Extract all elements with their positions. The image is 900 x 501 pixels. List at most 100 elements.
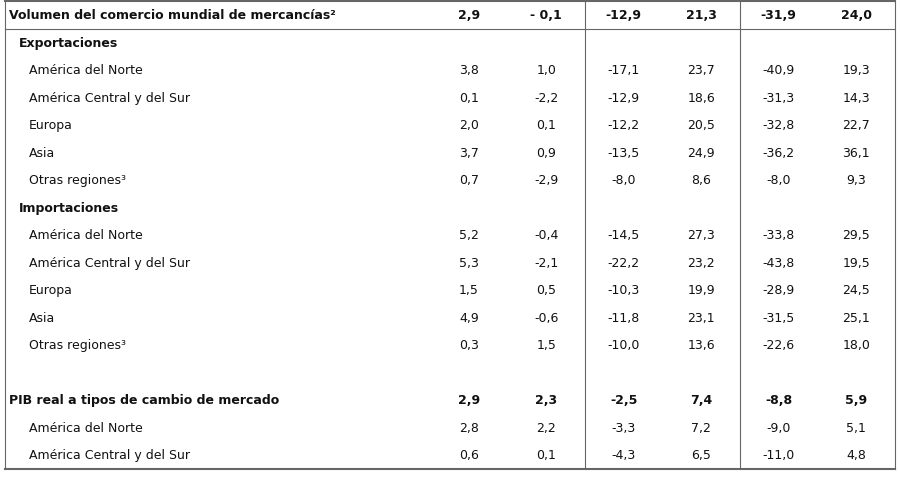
Text: - 0,1: - 0,1	[530, 9, 562, 22]
Text: 4,9: 4,9	[459, 311, 479, 324]
Text: 2,0: 2,0	[459, 119, 479, 132]
Text: -32,8: -32,8	[762, 119, 795, 132]
Text: 5,3: 5,3	[459, 256, 479, 269]
Text: PIB real a tipos de cambio de mercado: PIB real a tipos de cambio de mercado	[9, 393, 279, 406]
Text: 2,3: 2,3	[536, 393, 557, 406]
Text: -11,8: -11,8	[608, 311, 640, 324]
Text: 22,7: 22,7	[842, 119, 870, 132]
Text: -12,9: -12,9	[606, 9, 642, 22]
Text: -0,6: -0,6	[534, 311, 558, 324]
Text: 2,8: 2,8	[459, 421, 479, 434]
Text: 0,7: 0,7	[459, 174, 479, 187]
Text: 7,4: 7,4	[690, 393, 713, 406]
Text: América del Norte: América del Norte	[29, 64, 143, 77]
Text: -12,2: -12,2	[608, 119, 640, 132]
Text: América Central y del Sur: América Central y del Sur	[29, 92, 190, 105]
Text: 2,2: 2,2	[536, 421, 556, 434]
Text: 4,8: 4,8	[846, 448, 866, 461]
Text: Asia: Asia	[29, 311, 55, 324]
Text: 6,5: 6,5	[691, 448, 711, 461]
Text: -14,5: -14,5	[608, 229, 640, 242]
Text: 1,0: 1,0	[536, 64, 556, 77]
Text: 19,3: 19,3	[842, 64, 870, 77]
Text: -2,5: -2,5	[610, 393, 637, 406]
Text: Otras regiones³: Otras regiones³	[29, 339, 126, 352]
Text: Asia: Asia	[29, 146, 55, 159]
Text: 19,5: 19,5	[842, 256, 870, 269]
Text: Volumen del comercio mundial de mercancías²: Volumen del comercio mundial de mercancí…	[9, 9, 336, 22]
Text: Exportaciones: Exportaciones	[19, 37, 118, 50]
Text: 0,1: 0,1	[536, 119, 556, 132]
Text: 19,9: 19,9	[688, 284, 716, 297]
Text: 2,9: 2,9	[458, 9, 480, 22]
Text: América del Norte: América del Norte	[29, 421, 143, 434]
Text: 0,6: 0,6	[459, 448, 479, 461]
Text: -11,0: -11,0	[762, 448, 795, 461]
Text: -2,9: -2,9	[534, 174, 558, 187]
Text: 1,5: 1,5	[459, 284, 479, 297]
Text: 5,2: 5,2	[459, 229, 479, 242]
Text: -43,8: -43,8	[762, 256, 795, 269]
Text: -8,8: -8,8	[765, 393, 792, 406]
Text: 3,8: 3,8	[459, 64, 479, 77]
Text: -10,0: -10,0	[608, 339, 640, 352]
Text: -36,2: -36,2	[762, 146, 795, 159]
Text: 23,7: 23,7	[688, 64, 716, 77]
Text: -12,9: -12,9	[608, 92, 640, 105]
Text: Otras regiones³: Otras regiones³	[29, 174, 126, 187]
Text: América Central y del Sur: América Central y del Sur	[29, 256, 190, 269]
Text: 18,6: 18,6	[688, 92, 716, 105]
Text: 25,1: 25,1	[842, 311, 870, 324]
Text: 36,1: 36,1	[842, 146, 870, 159]
Text: -9,0: -9,0	[767, 421, 791, 434]
Text: 5,1: 5,1	[846, 421, 866, 434]
Text: 9,3: 9,3	[846, 174, 866, 187]
Text: -8,0: -8,0	[611, 174, 636, 187]
Text: -3,3: -3,3	[612, 421, 636, 434]
Text: 24,0: 24,0	[841, 9, 872, 22]
Text: -17,1: -17,1	[608, 64, 640, 77]
Text: 0,1: 0,1	[459, 92, 479, 105]
Text: -31,9: -31,9	[760, 9, 796, 22]
Text: 23,1: 23,1	[688, 311, 716, 324]
Text: Europa: Europa	[29, 284, 73, 297]
Text: 0,5: 0,5	[536, 284, 556, 297]
Text: Importaciones: Importaciones	[19, 201, 119, 214]
Text: -28,9: -28,9	[762, 284, 795, 297]
Text: 18,0: 18,0	[842, 339, 870, 352]
Text: América del Norte: América del Norte	[29, 229, 143, 242]
Text: -31,5: -31,5	[762, 311, 795, 324]
Text: -40,9: -40,9	[762, 64, 795, 77]
Text: 8,6: 8,6	[691, 174, 711, 187]
Text: 5,9: 5,9	[845, 393, 868, 406]
Text: 7,2: 7,2	[691, 421, 711, 434]
Text: 13,6: 13,6	[688, 339, 716, 352]
Text: 2,9: 2,9	[458, 393, 480, 406]
Text: Europa: Europa	[29, 119, 73, 132]
Text: 0,3: 0,3	[459, 339, 479, 352]
Text: América Central y del Sur: América Central y del Sur	[29, 448, 190, 461]
Text: -4,3: -4,3	[612, 448, 636, 461]
Text: -31,3: -31,3	[762, 92, 795, 105]
Text: -2,1: -2,1	[534, 256, 558, 269]
Text: 14,3: 14,3	[842, 92, 870, 105]
Text: -22,6: -22,6	[762, 339, 795, 352]
Text: 20,5: 20,5	[688, 119, 716, 132]
Text: -10,3: -10,3	[608, 284, 640, 297]
Text: 21,3: 21,3	[686, 9, 716, 22]
Text: -33,8: -33,8	[762, 229, 795, 242]
Text: -0,4: -0,4	[534, 229, 558, 242]
Text: -22,2: -22,2	[608, 256, 640, 269]
Text: 23,2: 23,2	[688, 256, 716, 269]
Text: -13,5: -13,5	[608, 146, 640, 159]
Text: 24,9: 24,9	[688, 146, 716, 159]
Text: 0,1: 0,1	[536, 448, 556, 461]
Text: 3,7: 3,7	[459, 146, 479, 159]
Text: 24,5: 24,5	[842, 284, 870, 297]
Text: 27,3: 27,3	[688, 229, 716, 242]
Text: 1,5: 1,5	[536, 339, 556, 352]
Text: -8,0: -8,0	[767, 174, 791, 187]
Text: 29,5: 29,5	[842, 229, 870, 242]
Text: 0,9: 0,9	[536, 146, 556, 159]
Text: -2,2: -2,2	[534, 92, 558, 105]
